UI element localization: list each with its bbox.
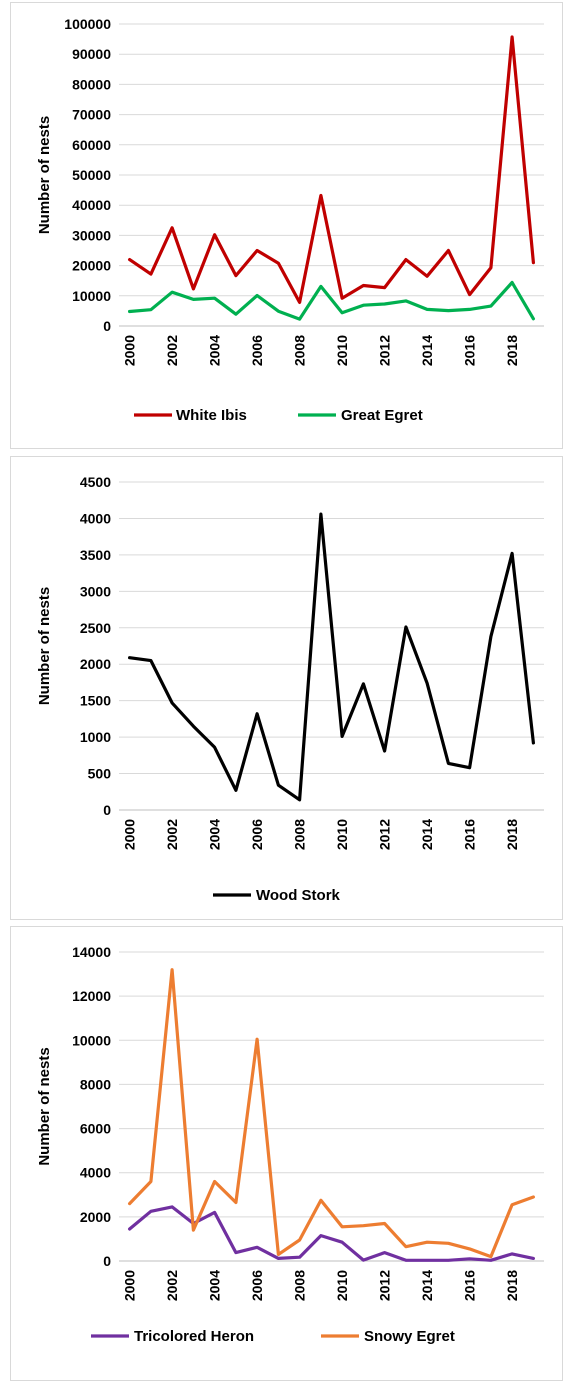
y-tick-label: 8000 xyxy=(80,1076,111,1092)
series-line-snowy-egret xyxy=(127,968,536,1259)
y-tick-label: 30000 xyxy=(72,227,111,243)
y-tick-label: 2000 xyxy=(80,1209,111,1225)
x-tick-label: 2002 xyxy=(164,819,180,850)
x-tick-label: 2008 xyxy=(292,335,308,366)
legend-label: White Ibis xyxy=(176,407,247,424)
x-tick-label: 2004 xyxy=(207,1270,223,1301)
y-tick-label: 0 xyxy=(103,802,111,818)
y-tick-label: 10000 xyxy=(72,288,111,304)
y-tick-label: 80000 xyxy=(72,76,111,92)
chart-panel-heron-snowy: 0 2000 4000 6000 8000 10000 12000 14000 2000 2002… xyxy=(10,926,563,1381)
x-tick-label: 2018 xyxy=(504,819,520,850)
x-tick-label: 2006 xyxy=(249,1270,265,1301)
x-tick-label: 2018 xyxy=(504,1270,520,1301)
y-tick-label: 40000 xyxy=(72,197,111,213)
y-tick-label: 1500 xyxy=(80,693,111,709)
x-tick-label: 2012 xyxy=(377,819,393,850)
x-tick-label: 2012 xyxy=(377,1270,393,1301)
x-tick-label: 2010 xyxy=(334,819,350,850)
legend-label: Snowy Egret xyxy=(364,1328,455,1345)
x-tick-label: 2014 xyxy=(419,819,435,850)
y-tick-label: 70000 xyxy=(72,107,111,123)
y-tick-label: 12000 xyxy=(72,988,111,1004)
series-line-wood-stork xyxy=(127,512,536,802)
y-tick-label: 50000 xyxy=(72,167,111,183)
y-tick-label: 10000 xyxy=(72,1032,111,1048)
x-tick-label: 2014 xyxy=(419,1270,435,1301)
x-tick-label: 2006 xyxy=(249,335,265,366)
y-tick-label: 14000 xyxy=(72,944,111,960)
x-tick-label: 2004 xyxy=(207,819,223,850)
x-tick-label: 2014 xyxy=(419,335,435,366)
legend-label: Great Egret xyxy=(341,407,423,424)
chart-ibis-egret: 0 10000 20000 30000 40000 50000 60000 70000 8000… xyxy=(36,16,544,424)
y-tick-label: 2000 xyxy=(80,656,111,672)
y-tick-label: 0 xyxy=(103,1253,111,1269)
y-tick-label: 2500 xyxy=(80,620,111,636)
y-tick-label: 6000 xyxy=(80,1121,111,1137)
y-tick-label: 3000 xyxy=(80,583,111,599)
y-tick-label: 3500 xyxy=(80,547,111,563)
series-line-great-egret xyxy=(127,280,536,321)
x-tick-label: 2004 xyxy=(207,335,223,366)
x-tick-label: 2006 xyxy=(249,819,265,850)
x-tick-label: 2010 xyxy=(334,1270,350,1301)
y-tick-label: 60000 xyxy=(72,137,111,153)
y-tick-label: 4000 xyxy=(80,1165,111,1181)
y-tick-label: 4000 xyxy=(80,510,111,526)
x-tick-label: 2016 xyxy=(462,335,478,366)
y-tick-label: 4500 xyxy=(80,474,111,490)
x-tick-label: 2000 xyxy=(122,819,138,850)
x-tick-label: 2016 xyxy=(462,819,478,850)
x-tick-label: 2008 xyxy=(292,1270,308,1301)
x-tick-label: 2012 xyxy=(377,335,393,366)
legend-label: Wood Stork xyxy=(256,887,341,904)
y-tick-label: 500 xyxy=(88,766,112,782)
y-axis-label: Number of nests xyxy=(36,1047,53,1165)
chart-heron-snowy: 0 2000 4000 6000 8000 10000 12000 14000 2000 2002… xyxy=(36,944,544,1345)
y-tick-label: 20000 xyxy=(72,258,111,274)
x-tick-label: 2002 xyxy=(164,1270,180,1301)
chart-panel-wood-stork: 0 500 1000 1500 2000 2500 3000 3500 4000 4500 2000… xyxy=(10,456,563,920)
chart-wood-stork: 0 500 1000 1500 2000 2500 3000 3500 4000 4500 2000… xyxy=(36,474,544,904)
series-line-white-ibis xyxy=(127,35,536,304)
x-tick-label: 2010 xyxy=(334,335,350,366)
y-tick-label: 1000 xyxy=(80,729,111,745)
x-tick-label: 2000 xyxy=(122,335,138,366)
y-axis-label: Number of nests xyxy=(36,116,53,234)
y-tick-label: 100000 xyxy=(64,16,111,32)
y-axis-label: Number of nests xyxy=(36,587,53,705)
x-tick-label: 2016 xyxy=(462,1270,478,1301)
x-tick-label: 2018 xyxy=(504,335,520,366)
chart-panel-ibis-egret: 0 10000 20000 30000 40000 50000 60000 70000 8000… xyxy=(10,2,563,449)
legend-label: Tricolored Heron xyxy=(134,1328,254,1345)
x-tick-label: 2008 xyxy=(292,819,308,850)
x-tick-label: 2002 xyxy=(164,335,180,366)
x-tick-label: 2000 xyxy=(122,1270,138,1301)
y-tick-label: 0 xyxy=(103,318,111,334)
y-tick-label: 90000 xyxy=(72,46,111,62)
